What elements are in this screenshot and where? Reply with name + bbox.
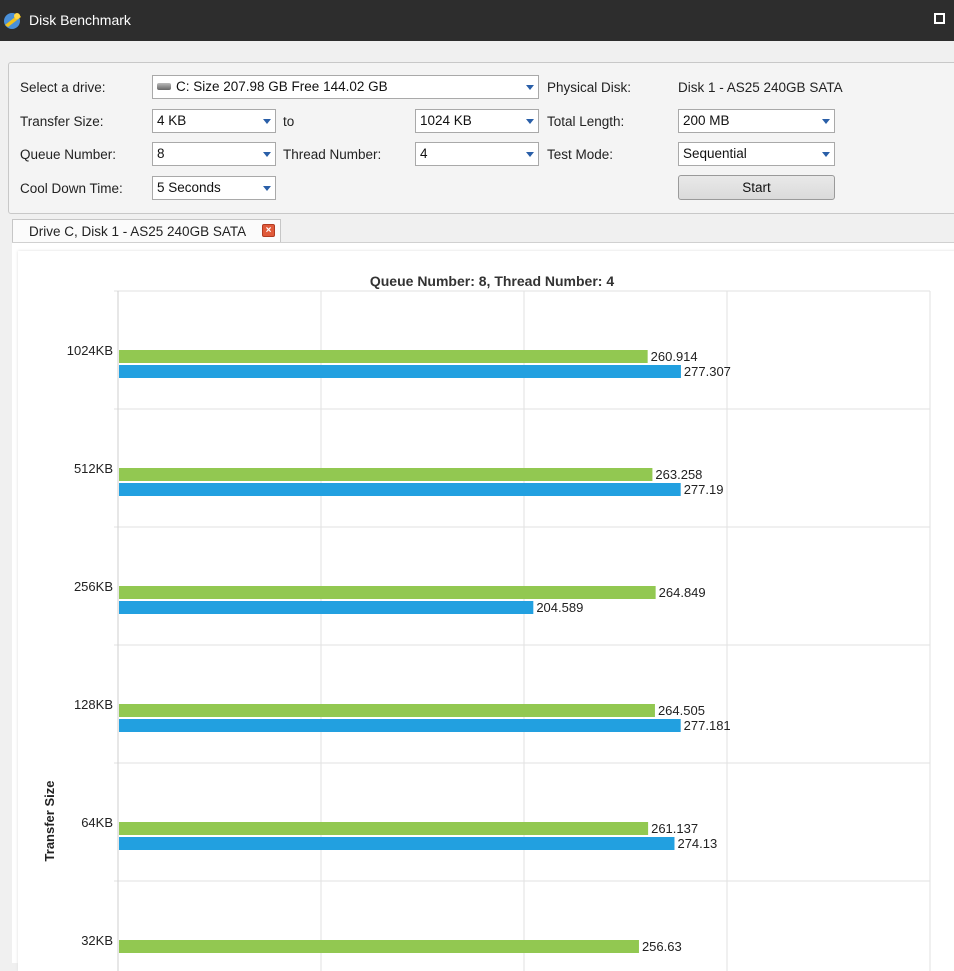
- data-label: 264.505: [658, 703, 705, 718]
- test-mode-label: Test Mode:: [547, 147, 614, 162]
- bar-chart: Queue Number: 8, Thread Number: 4 Transfe…: [42, 273, 931, 971]
- test-mode-value: Sequential: [683, 146, 747, 161]
- transfer-size-label: Transfer Size:: [20, 114, 104, 129]
- physical-disk-value: Disk 1 - AS25 240GB SATA: [678, 80, 843, 95]
- data-label: 277.19: [684, 482, 724, 497]
- chevron-down-icon[interactable]: [522, 110, 538, 132]
- drive-label: Select a drive:: [20, 80, 106, 95]
- window-title: Disk Benchmark: [29, 12, 131, 28]
- drive-select[interactable]: C: Size 207.98 GB Free 144.02 GB: [152, 75, 539, 99]
- bar: [119, 586, 656, 599]
- bar: [119, 365, 681, 378]
- category-tick-label: 32KB: [81, 933, 113, 948]
- category-tick-label: 128KB: [74, 697, 113, 712]
- bar: [119, 719, 681, 732]
- bar: [119, 822, 649, 835]
- data-label: 260.914: [651, 349, 698, 364]
- total-length-select[interactable]: 200 MB: [678, 109, 835, 133]
- title-bar: Disk Benchmark: [0, 0, 954, 41]
- queue-number-select[interactable]: 8: [152, 142, 276, 166]
- chart-panel: Queue Number: 8, Thread Number: 4 Transfe…: [18, 251, 954, 971]
- data-label: 277.307: [684, 364, 731, 379]
- chart-title: Queue Number: 8, Thread Number: 4: [370, 273, 614, 289]
- thread-number-value: 4: [420, 146, 428, 161]
- start-button[interactable]: Start: [678, 175, 835, 200]
- chevron-down-icon[interactable]: [522, 143, 538, 165]
- total-length-label: Total Length:: [547, 114, 625, 129]
- chevron-down-icon[interactable]: [522, 76, 538, 98]
- to-label: to: [283, 114, 295, 129]
- bar: [119, 940, 639, 953]
- transfer-from-value: 4 KB: [157, 113, 187, 128]
- app-icon: [4, 13, 21, 29]
- bar: [119, 468, 653, 481]
- close-icon[interactable]: ×: [262, 224, 275, 237]
- data-label: 264.849: [659, 585, 706, 600]
- bar: [119, 837, 675, 850]
- total-length-value: 200 MB: [683, 113, 730, 128]
- chevron-down-icon[interactable]: [818, 110, 834, 132]
- drive-icon: [157, 82, 171, 90]
- data-label: 261.137: [651, 821, 698, 836]
- data-label: 263.258: [655, 467, 702, 482]
- data-label: 277.181: [684, 718, 731, 733]
- bar: [119, 350, 648, 363]
- cool-down-value: 5 Seconds: [157, 180, 221, 195]
- thread-number-label: Thread Number:: [283, 147, 382, 162]
- transfer-to-select[interactable]: 1024 KB: [415, 109, 539, 133]
- category-tick-label: 64KB: [81, 815, 113, 830]
- chevron-down-icon[interactable]: [818, 143, 834, 165]
- data-label: 256.63: [642, 939, 682, 954]
- category-tick-label: 256KB: [74, 579, 113, 594]
- settings-panel: Select a drive: C: Size 207.98 GB Free 1…: [8, 62, 954, 214]
- drive-value: C: Size 207.98 GB Free 144.02 GB: [176, 79, 388, 94]
- chevron-down-icon[interactable]: [259, 110, 275, 132]
- chevron-down-icon[interactable]: [259, 143, 275, 165]
- data-label: 204.589: [536, 600, 583, 615]
- transfer-to-value: 1024 KB: [420, 113, 472, 128]
- bar: [119, 601, 534, 614]
- thread-number-select[interactable]: 4: [415, 142, 539, 166]
- y-axis-label: Transfer Size: [42, 781, 57, 862]
- transfer-from-select[interactable]: 4 KB: [152, 109, 276, 133]
- tab-drive-c[interactable]: Drive C, Disk 1 - AS25 240GB SATA ×: [12, 219, 281, 242]
- bar: [119, 483, 681, 496]
- maximize-button[interactable]: [934, 13, 945, 24]
- queue-number-label: Queue Number:: [20, 147, 117, 162]
- cool-down-select[interactable]: 5 Seconds: [152, 176, 276, 200]
- data-label: 274.13: [677, 836, 717, 851]
- chart-area: Queue Number: 8, Thread Number: 4 Transfe…: [12, 242, 954, 971]
- category-tick-label: 512KB: [74, 461, 113, 476]
- bar: [119, 704, 655, 717]
- tab-label: Drive C, Disk 1 - AS25 240GB SATA: [29, 224, 247, 239]
- queue-number-value: 8: [157, 146, 165, 161]
- physical-disk-label: Physical Disk:: [547, 80, 632, 95]
- chevron-down-icon[interactable]: [259, 177, 275, 199]
- cool-down-label: Cool Down Time:: [20, 181, 123, 196]
- category-tick-label: 1024KB: [67, 343, 113, 358]
- test-mode-select[interactable]: Sequential: [678, 142, 835, 166]
